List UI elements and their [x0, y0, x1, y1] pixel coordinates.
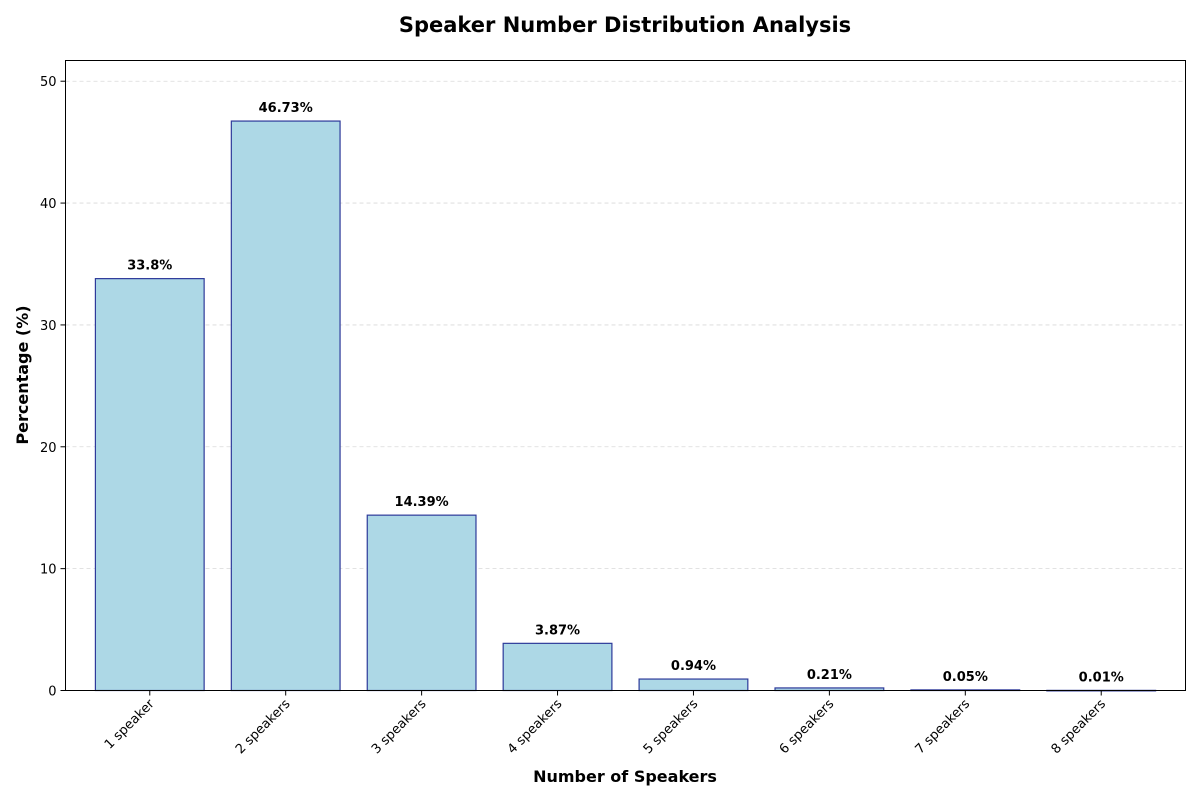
bars — [94, 120, 1157, 692]
y-axis-label: Percentage (%) — [13, 305, 32, 444]
bar-value-label: 0.05% — [943, 670, 988, 685]
bar-value-label: 0.01% — [1079, 670, 1124, 685]
x-tick-label: 3 speakers — [369, 697, 430, 758]
x-axis-ticks: 1 speaker 2 speakers 3 speakers 4 speakers 5… — [102, 690, 1110, 758]
y-tick-label: 10 — [40, 563, 57, 578]
y-tick-label: 50 — [40, 75, 57, 90]
bar-value-label: 14.39% — [395, 495, 449, 510]
x-tick-label: 1 speaker — [102, 696, 158, 752]
bar — [502, 642, 613, 692]
bar — [638, 678, 749, 692]
x-tick-label: 2 speakers — [233, 697, 294, 758]
plot-frame — [65, 60, 1186, 691]
data-labels: 33.8% 46.73% 14.39% 3.87% 0.94% 0.21% 0.05% 0.0… — [127, 101, 1124, 685]
bar-value-label: 3.87% — [535, 623, 580, 638]
x-tick-label: 6 speakers — [777, 697, 838, 758]
bar — [94, 278, 205, 692]
bar — [366, 514, 477, 692]
x-tick-label: 4 speakers — [505, 697, 566, 758]
x-tick-label: 7 speakers — [913, 697, 974, 758]
bar-value-label: 46.73% — [259, 101, 313, 116]
x-axis-label: Number of Speakers — [533, 767, 717, 786]
bar — [230, 120, 341, 692]
y-tick-label: 0 — [48, 685, 56, 700]
y-tick-label: 40 — [40, 197, 57, 212]
y-tick-label: 20 — [40, 441, 57, 456]
chart-title: Speaker Number Distribution Analysis — [399, 13, 851, 37]
bar-value-label: 33.8% — [127, 259, 172, 274]
y-tick-label: 30 — [40, 319, 57, 334]
x-tick-label: 8 speakers — [1049, 697, 1110, 758]
bar-value-label: 0.21% — [807, 668, 852, 683]
y-axis-ticks: 0 10 20 30 40 50 — [40, 75, 66, 700]
bar-value-label: 0.94% — [671, 659, 716, 674]
x-tick-label: 5 speakers — [641, 697, 702, 758]
grid — [65, 80, 1186, 570]
